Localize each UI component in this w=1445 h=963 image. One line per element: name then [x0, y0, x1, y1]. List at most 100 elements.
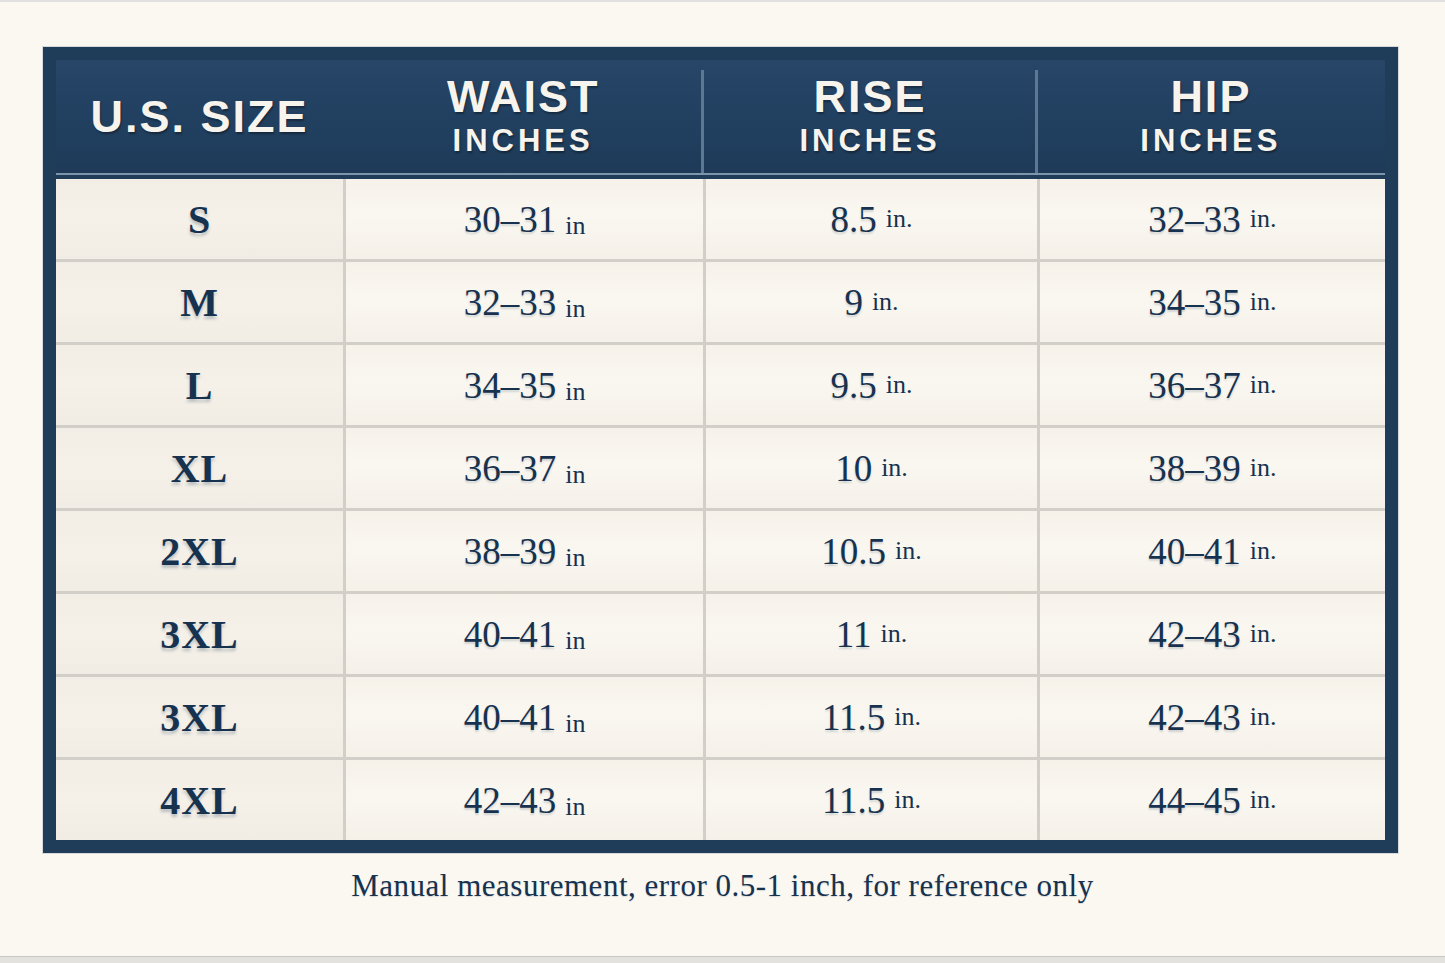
page-bottom-edge-line: [0, 956, 1445, 963]
waist-cell: 34–35 in: [343, 345, 703, 425]
waist-cell: 30–31 in: [343, 179, 703, 259]
rise-cell: 9 in.: [703, 262, 1037, 342]
waist-range: 40–41: [464, 696, 557, 739]
table-row: 4XL 42–43 in 11.5 in. 44–45 in.: [56, 757, 1385, 840]
header-cell-rise: RISE INCHES: [703, 60, 1037, 173]
hip-unit: in.: [1250, 702, 1277, 732]
waist-range: 34–35: [464, 364, 557, 407]
rise-value: 10: [835, 447, 872, 490]
size-label: 3XL: [160, 694, 239, 741]
size-label: L: [186, 362, 214, 409]
waist-cell: 38–39 in: [343, 511, 703, 591]
waist-cell: 42–43 in: [343, 760, 703, 840]
rise-cell: 11 in.: [703, 594, 1037, 674]
size-label: S: [188, 196, 211, 243]
size-cell: M: [56, 262, 343, 342]
waist-cell: 36–37 in: [343, 428, 703, 508]
rise-unit: in.: [894, 785, 921, 815]
rise-value: 10.5: [821, 530, 886, 573]
waist-unit: in: [565, 626, 585, 656]
waist-range: 30–31: [464, 198, 557, 241]
waist-range: 38–39: [464, 530, 557, 573]
header-label: U.S. SIZE: [91, 94, 309, 139]
size-cell: XL: [56, 428, 343, 508]
hip-unit: in.: [1250, 453, 1277, 483]
rise-value: 11.5: [822, 779, 885, 822]
table-row: L 34–35 in 9.5 in. 36–37 in.: [56, 342, 1385, 425]
hip-cell: 44–45 in.: [1037, 760, 1385, 840]
size-cell: 2XL: [56, 511, 343, 591]
rise-unit: in.: [881, 453, 908, 483]
hip-range: 32–33: [1148, 198, 1241, 241]
hip-range: 42–43: [1148, 696, 1241, 739]
waist-range: 42–43: [464, 779, 557, 822]
rise-cell: 10 in.: [703, 428, 1037, 508]
hip-unit: in.: [1250, 370, 1277, 400]
header-cell-waist: WAIST INCHES: [343, 60, 703, 173]
waist-range: 32–33: [464, 281, 557, 324]
rise-cell: 9.5 in.: [703, 345, 1037, 425]
rise-value: 8.5: [831, 198, 877, 241]
table-header-row: U.S. SIZE WAIST INCHES RISE INCHES HIP I…: [56, 60, 1385, 173]
size-label: M: [180, 279, 219, 326]
hip-unit: in.: [1250, 204, 1277, 234]
hip-range: 42–43: [1148, 613, 1241, 656]
size-cell: S: [56, 179, 343, 259]
hip-unit: in.: [1250, 785, 1277, 815]
hip-cell: 32–33 in.: [1037, 179, 1385, 259]
hip-range: 40–41: [1148, 530, 1241, 573]
rise-value: 9.5: [831, 364, 877, 407]
page-top-edge-line: [0, 0, 1445, 2]
waist-unit: in: [565, 792, 585, 822]
rise-cell: 11.5 in.: [703, 677, 1037, 757]
waist-unit: in: [565, 460, 585, 490]
rise-cell: 11.5 in.: [703, 760, 1037, 840]
rise-value: 9: [844, 281, 863, 324]
header-cell-us-size: U.S. SIZE: [56, 60, 343, 173]
waist-range: 36–37: [464, 447, 557, 490]
waist-unit: in: [565, 294, 585, 324]
header-label: RISE: [813, 74, 926, 119]
hip-range: 38–39: [1148, 447, 1241, 490]
rise-unit: in.: [880, 619, 907, 649]
hip-cell: 42–43 in.: [1037, 594, 1385, 674]
hip-cell: 36–37 in.: [1037, 345, 1385, 425]
header-sublabel: INCHES: [453, 123, 594, 159]
waist-unit: in: [565, 543, 585, 573]
header-sublabel: INCHES: [1140, 123, 1281, 159]
hip-range: 34–35: [1148, 281, 1241, 324]
rise-cell: 8.5 in.: [703, 179, 1037, 259]
size-label: 3XL: [160, 611, 239, 658]
waist-cell: 40–41 in: [343, 594, 703, 674]
size-chart-table: U.S. SIZE WAIST INCHES RISE INCHES HIP I…: [43, 47, 1398, 853]
table-row: 3XL 40–41 in 11.5 in. 42–43 in.: [56, 674, 1385, 757]
rise-unit: in.: [886, 204, 913, 234]
header-sublabel: INCHES: [799, 123, 940, 159]
hip-cell: 42–43 in.: [1037, 677, 1385, 757]
table-row: XL 36–37 in 10 in. 38–39 in.: [56, 425, 1385, 508]
table-row: S 30–31 in 8.5 in. 32–33 in.: [56, 179, 1385, 259]
size-cell: 3XL: [56, 677, 343, 757]
hip-unit: in.: [1250, 536, 1277, 566]
size-cell: L: [56, 345, 343, 425]
hip-range: 36–37: [1148, 364, 1241, 407]
waist-unit: in: [565, 709, 585, 739]
header-cell-hip: HIP INCHES: [1037, 60, 1385, 173]
table-row: M 32–33 in 9 in. 34–35 in.: [56, 259, 1385, 342]
rise-unit: in.: [895, 536, 922, 566]
waist-cell: 32–33 in: [343, 262, 703, 342]
waist-range: 40–41: [464, 613, 557, 656]
header-label: HIP: [1170, 74, 1251, 119]
size-cell: 4XL: [56, 760, 343, 840]
rise-unit: in.: [894, 702, 921, 732]
table-body: S 30–31 in 8.5 in. 32–33 in. M 32–33 in …: [56, 179, 1385, 840]
hip-cell: 34–35 in.: [1037, 262, 1385, 342]
size-label: 4XL: [160, 777, 239, 824]
rise-unit: in.: [886, 370, 913, 400]
table-row: 3XL 40–41 in 11 in. 42–43 in.: [56, 591, 1385, 674]
hip-cell: 38–39 in.: [1037, 428, 1385, 508]
table-row: 2XL 38–39 in 10.5 in. 40–41 in.: [56, 508, 1385, 591]
size-label: 2XL: [160, 528, 239, 575]
header-label: WAIST: [447, 74, 600, 119]
measurement-disclaimer: Manual measurement, error 0.5-1 inch, fo…: [0, 868, 1445, 904]
